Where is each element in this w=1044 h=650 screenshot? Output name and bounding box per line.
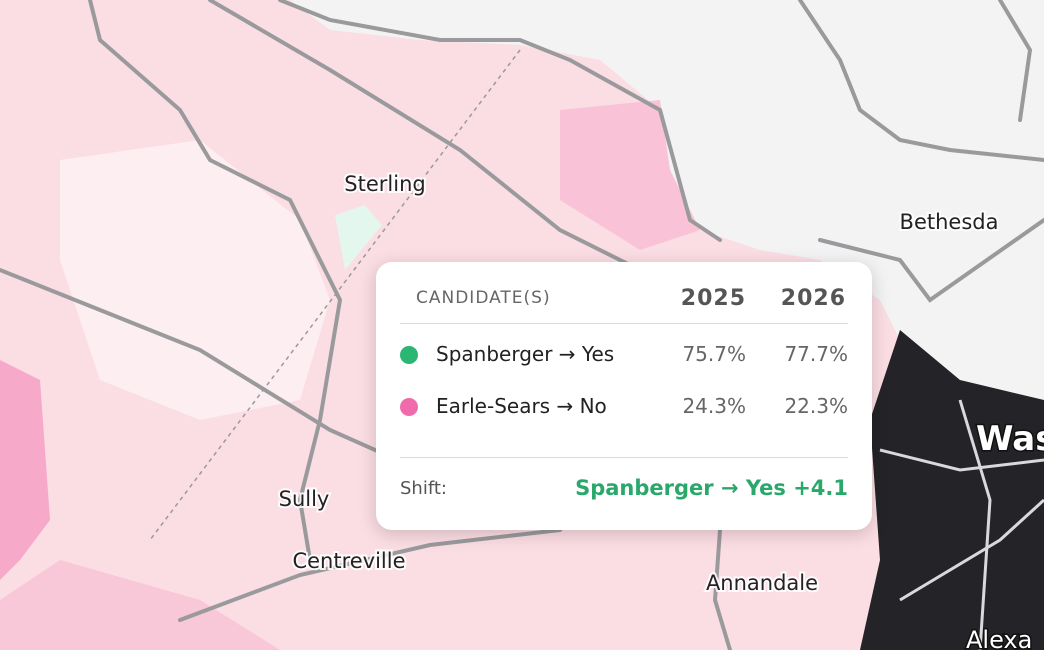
divider [400, 323, 848, 324]
value: 77.7% [784, 342, 848, 366]
region-light [60, 140, 330, 420]
place-label: Sterling [344, 172, 425, 196]
legend-dot [400, 346, 418, 364]
value: 75.7% [682, 342, 746, 366]
region-pink-2 [560, 100, 700, 250]
place-label: Annandale [706, 571, 818, 595]
shift-value: Spanberger → Yes +4.1 [575, 476, 848, 500]
region-dark [860, 330, 1044, 650]
region-pink-3 [0, 560, 280, 650]
divider [400, 457, 848, 458]
dark-roads [879, 399, 1044, 650]
place-label: Centreville [292, 549, 405, 573]
tooltip: CANDIDATE(S) 2025 2026 Spanberger → Yes … [376, 262, 872, 530]
candidate: Spanberger → Yes [436, 342, 615, 366]
boundary [149, 49, 521, 541]
value: 24.3% [682, 394, 746, 418]
region-dark-pink [0, 360, 50, 580]
header-label: 2026 [780, 286, 846, 311]
header-label: CANDIDATE(S) [416, 288, 551, 308]
candidate: Earle-Sears → No [436, 394, 607, 418]
place-label: Alexa [966, 626, 1032, 650]
header-label: 2025 [680, 286, 746, 311]
region-green [335, 205, 382, 270]
place-label: Bethesda [900, 210, 999, 234]
place-label: Was [976, 419, 1044, 459]
place-label: Sully [279, 487, 330, 511]
value: 22.3% [784, 394, 848, 418]
legend-dot [400, 398, 418, 416]
shift-label: Shift: [400, 478, 447, 499]
